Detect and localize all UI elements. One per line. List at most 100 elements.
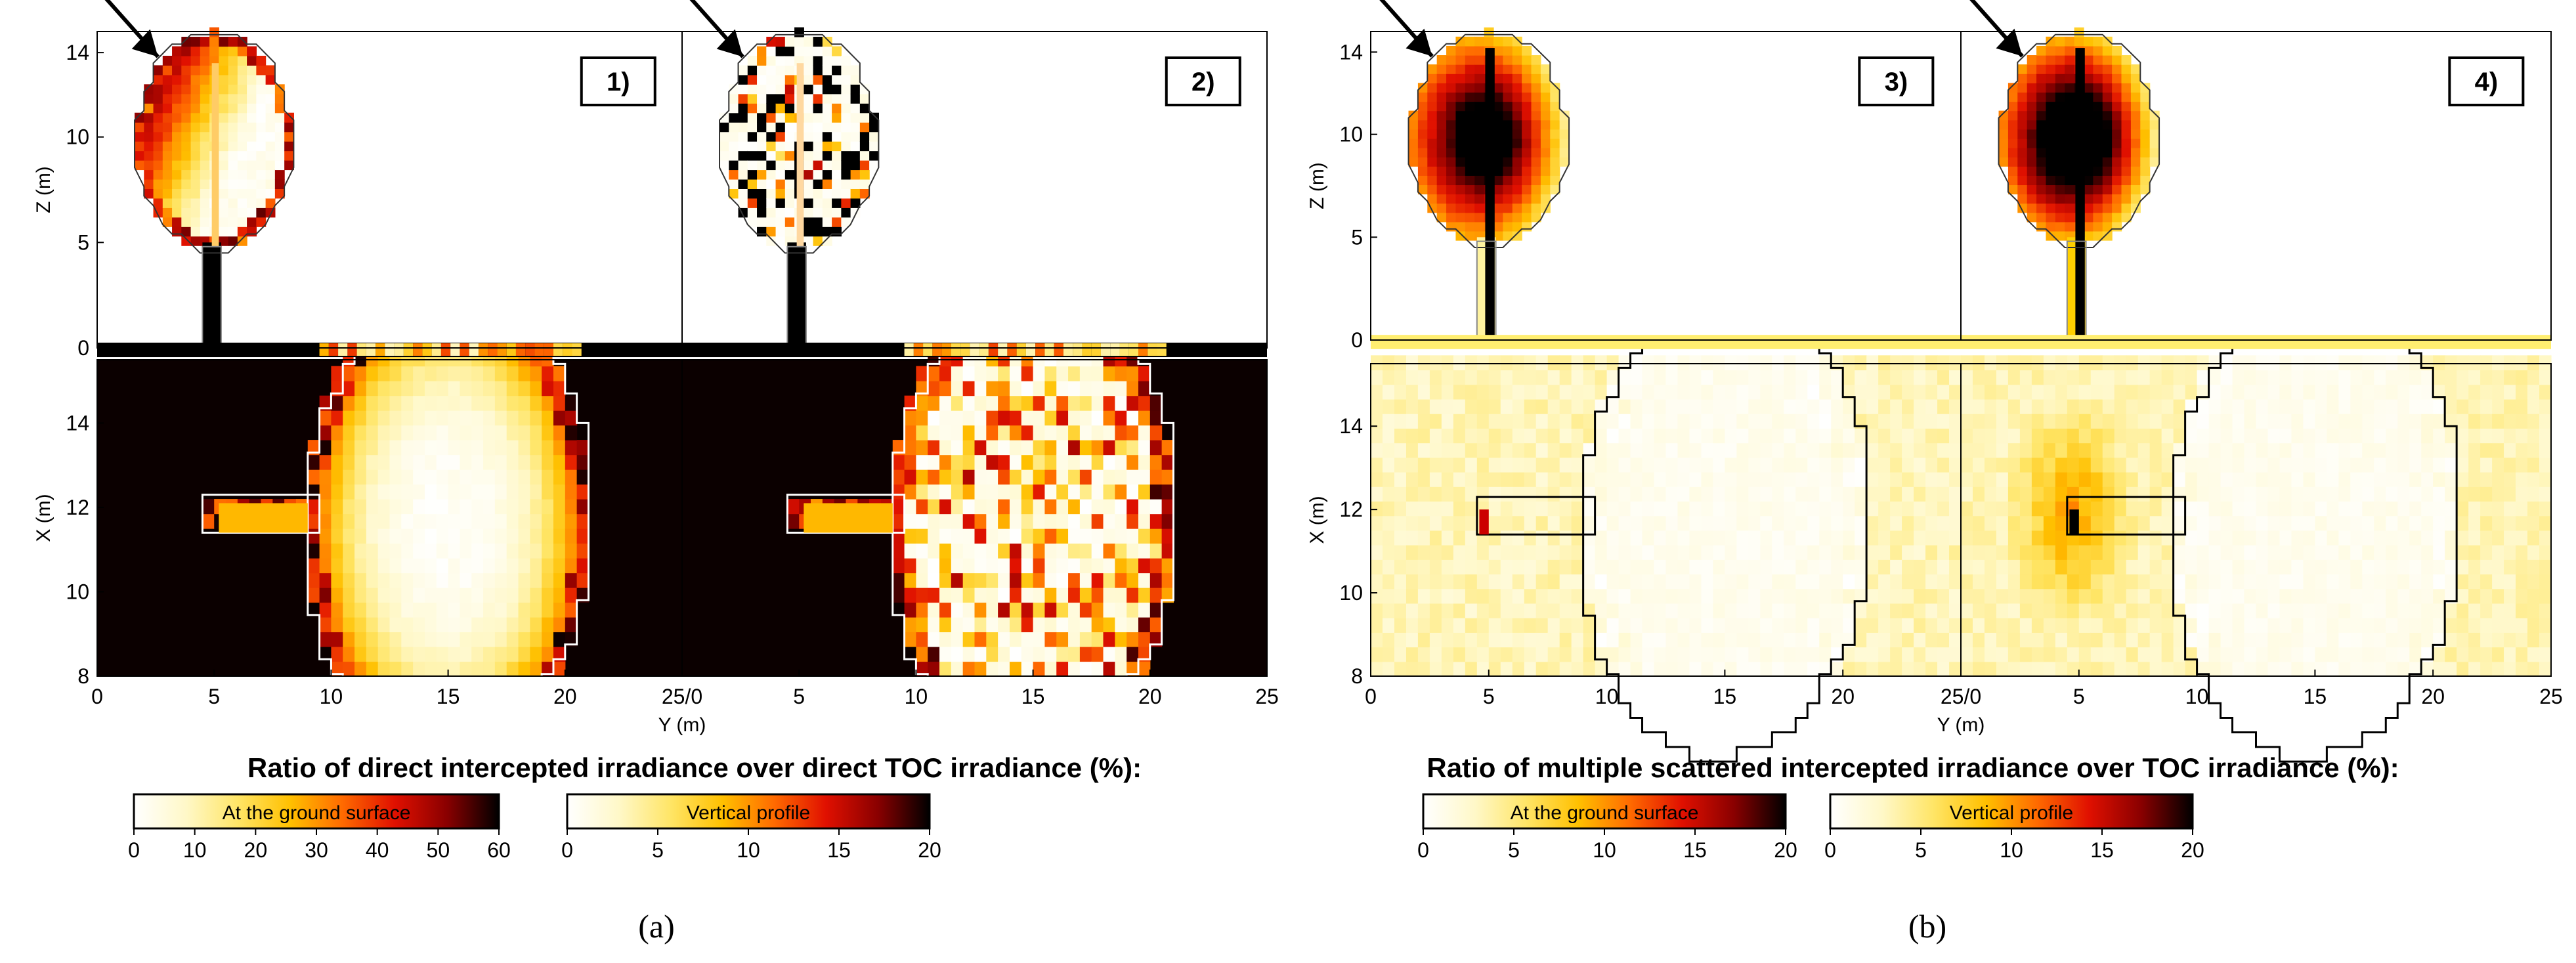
- sun-direction-arrowhead: [131, 29, 158, 57]
- y-tick-label: 5: [793, 685, 805, 708]
- colorbar-tick-label: 60: [487, 838, 511, 862]
- ground-frame: [1960, 363, 2552, 677]
- colorbar-label: At the ground surface: [1511, 802, 1699, 824]
- x-tick-label: 12: [1339, 498, 1363, 521]
- trunk-core: [2075, 48, 2085, 341]
- y-tick-label: 25/0: [1941, 685, 1981, 708]
- colorbar-tick-label: 50: [427, 838, 450, 862]
- y-tick-label: 15: [437, 685, 460, 708]
- x-tick-label: 10: [66, 580, 89, 603]
- colorbar-tick-label: 10: [1593, 838, 1616, 862]
- colorbar-tick-label: 30: [305, 838, 328, 862]
- colorbar-ground: [133, 793, 500, 830]
- z-tick-label: 14: [66, 41, 89, 64]
- y-tick-label: 5: [208, 685, 220, 708]
- y-tick-label: 0: [91, 685, 103, 708]
- colorbar-tick-label: 0: [1824, 838, 1836, 862]
- colorbar-tick-label: 20: [918, 838, 941, 862]
- y-tick-label: 20: [2421, 685, 2445, 708]
- colorbar-tick-label: 5: [1508, 838, 1520, 862]
- colorbar-tick-label: 15: [1683, 838, 1707, 862]
- colorbar-tick-label: 0: [128, 838, 140, 862]
- y-tick-label: 10: [1595, 685, 1619, 708]
- colorbars-b: Ratio of multiple scattered intercepted …: [1417, 752, 2399, 862]
- y-tick-label: 25/0: [662, 685, 702, 708]
- panel-label: 4): [2475, 68, 2499, 96]
- x-tick-label: 12: [66, 496, 89, 519]
- trunk-base-cell: [2069, 509, 2079, 535]
- colorbar-tick-label: 0: [1417, 838, 1429, 862]
- ground-frame: [681, 359, 1268, 677]
- z-tick-label: 10: [66, 125, 89, 149]
- colorbar-vertical: [566, 793, 931, 830]
- colorbar-tick-label: 5: [1915, 838, 1927, 862]
- sun-direction-arrowhead: [1406, 28, 1432, 56]
- ground-panel-1): [97, 289, 683, 764]
- vertical-panel-4): 4): [1960, 0, 2552, 349]
- z-tick-label: 0: [1351, 328, 1363, 352]
- colorbar-label: Vertical profile: [1950, 802, 2073, 824]
- y-axis-label: Y (m): [1937, 714, 1985, 736]
- panel-label-box: [2448, 56, 2525, 106]
- colorbar-tick-label: 20: [2181, 838, 2204, 862]
- crown-outline: [1998, 33, 2160, 248]
- ground-panel-4): [1960, 293, 2552, 763]
- ground-panel-2): [681, 289, 1268, 764]
- x-axis-label: X (m): [33, 494, 54, 542]
- trunk-outline: [1476, 496, 1597, 536]
- trunk-shadow: [804, 503, 893, 533]
- y-tick-label: 5: [1483, 685, 1495, 708]
- z-tick-label: 10: [1339, 123, 1363, 146]
- trunk: [787, 242, 806, 348]
- vertical-frame: [681, 31, 1268, 349]
- colorbar-tick-label: 10: [183, 838, 207, 862]
- axes-a: 0 5 10 14 Z (m) 8 10 12 14 X (m) 0 5 10 15 20 25/0 5 10 15…: [33, 41, 1279, 736]
- chart-group-a: 1) 2) 0 5 10 14 Z (m) 8 10 12 14 X (m) 0 5 10 15 20 25/0 5…: [33, 0, 1279, 945]
- y-tick-label: 20: [1138, 685, 1162, 708]
- ground-strip: [1961, 335, 2551, 349]
- ground-panel-3): [1370, 293, 1962, 763]
- crown-outline: [719, 33, 880, 254]
- crown-outline: [1407, 33, 1570, 248]
- x-axis-label: X (m): [1306, 496, 1328, 544]
- y-tick-label: 10: [905, 685, 928, 708]
- y-tick-label: 20: [1831, 685, 1855, 708]
- y-tick-label: 10: [320, 685, 343, 708]
- y-tick-label: 15: [1021, 685, 1045, 708]
- colorbar-tick-label: 0: [561, 838, 573, 862]
- ground-strip: [1371, 335, 1961, 349]
- x-tick-label: 14: [66, 411, 89, 435]
- colorbar-tick-label: 5: [652, 838, 664, 862]
- panel-label: 2): [1191, 68, 1215, 96]
- axes-b: 0 5 10 14 Z (m) 8 10 12 14 X (m) 0 5 10 15 20 25/0 5 10 15…: [1306, 40, 2563, 736]
- colorbar-tick-label: 40: [366, 838, 389, 862]
- y-tick-label: 20: [553, 685, 577, 708]
- z-axis-label: Z (m): [1306, 162, 1328, 209]
- trunk-core: [211, 63, 219, 247]
- colorbar-label: Vertical profile: [687, 802, 810, 824]
- trunk-outline: [2066, 496, 2187, 536]
- panel-label: 1): [607, 68, 630, 96]
- y-tick-label: 0: [1365, 685, 1377, 708]
- colorbar-tick-label: 15: [2090, 838, 2114, 862]
- panel-label-box: [580, 56, 656, 106]
- y-axis-label: Y (m): [658, 714, 706, 736]
- z-axis-label: Z (m): [33, 166, 54, 213]
- colorbar-tick-label: 15: [827, 838, 851, 862]
- colorbar-tick-label: 20: [1774, 838, 1797, 862]
- colorbar-title: Ratio of multiple scattered intercepted …: [1427, 752, 2399, 783]
- z-tick-label: 14: [1339, 40, 1363, 64]
- colorbar-vertical: [1829, 793, 2194, 830]
- sun-direction-arrowhead: [1996, 28, 2023, 56]
- crown-outline: [134, 33, 295, 254]
- z-tick-label: 5: [1351, 225, 1363, 249]
- y-tick-label: 15: [1713, 685, 1737, 708]
- trunk: [202, 242, 221, 348]
- trunk-base-cell: [1479, 509, 1489, 535]
- colorbar-title: Ratio of direct intercepted irradiance o…: [247, 752, 1142, 783]
- panel-label-box: [1165, 56, 1241, 106]
- colorbars-a: Ratio of direct intercepted irradiance o…: [128, 752, 1142, 862]
- colorbar-tick-label: 10: [737, 838, 760, 862]
